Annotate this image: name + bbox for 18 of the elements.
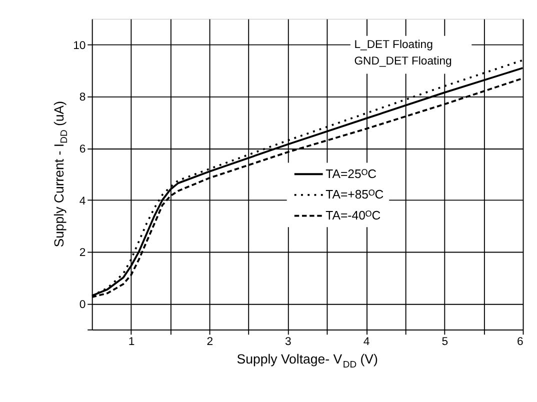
annotation: GND_DET Floating bbox=[354, 55, 452, 68]
y-tick-label: 0 bbox=[79, 298, 86, 311]
x-tick-label: 6 bbox=[516, 336, 524, 348]
x-tick-label: 4 bbox=[363, 336, 370, 348]
y-tick-label: 8 bbox=[79, 92, 86, 104]
x-tick-label: 3 bbox=[285, 336, 292, 348]
x-tick-label: 2 bbox=[206, 336, 214, 348]
y-tick-label: 6 bbox=[79, 143, 86, 156]
legend-label: TA=-40ᴼC bbox=[326, 208, 381, 223]
y-tick-label: 4 bbox=[79, 195, 86, 208]
x-tick-label: 1 bbox=[128, 336, 135, 348]
annotation: L_DET Floating bbox=[354, 39, 433, 52]
y-tick-label: 10 bbox=[73, 40, 86, 52]
y-axis-title: Supply Current - IDD (uA) bbox=[51, 100, 70, 248]
y-tick-label: 2 bbox=[79, 247, 86, 260]
legend-label: TA=25ᴼC bbox=[326, 166, 377, 181]
legend-label: TA=+85ᴼC bbox=[326, 188, 384, 202]
x-tick-label: 5 bbox=[442, 336, 448, 348]
